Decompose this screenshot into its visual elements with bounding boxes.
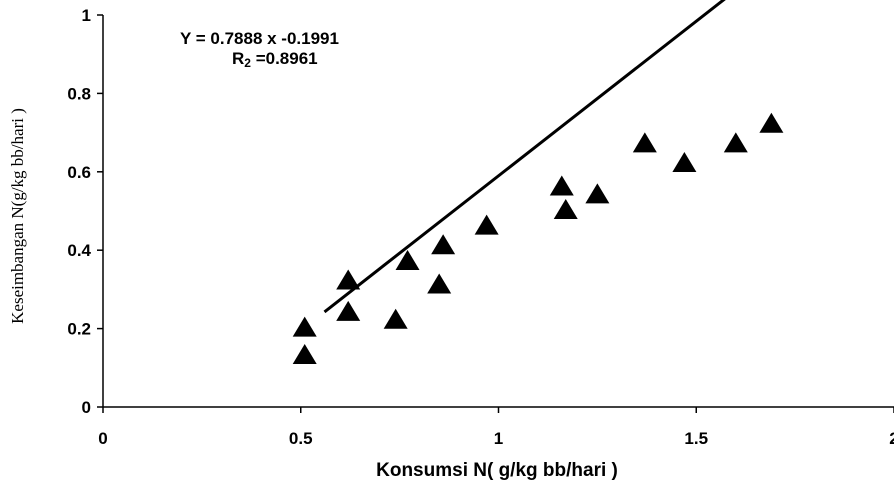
equation-annotation: Y = 0.7888 x -0.1991 bbox=[180, 29, 339, 48]
x-tick-label: 1.5 bbox=[684, 429, 708, 448]
x-tick-label: 1 bbox=[494, 429, 503, 448]
y-tick-label: 0.2 bbox=[67, 320, 91, 339]
data-point-triangle bbox=[672, 151, 697, 172]
y-tick-label: 1 bbox=[82, 6, 91, 25]
data-point-triangle bbox=[431, 234, 456, 255]
data-points bbox=[292, 112, 784, 365]
trendline-group bbox=[323, 0, 726, 314]
data-point-triangle bbox=[585, 183, 610, 204]
data-point-triangle bbox=[723, 132, 748, 153]
data-point-triangle bbox=[336, 269, 361, 290]
data-point-triangle bbox=[474, 214, 499, 235]
data-point-triangle bbox=[292, 344, 317, 365]
data-point-triangle bbox=[395, 249, 420, 270]
x-tick-label: 0 bbox=[98, 429, 107, 448]
r2-value: =0.8961 bbox=[251, 49, 318, 68]
r2-annotation: R2 =0.8961 bbox=[232, 49, 318, 70]
data-point-triangle bbox=[553, 199, 578, 219]
y-tick-label: 0 bbox=[82, 398, 91, 417]
data-point-triangle bbox=[383, 308, 408, 329]
y-axis-label: Keseimbangan N(g/kg bb/hari ) bbox=[8, 108, 27, 324]
axes bbox=[102, 15, 894, 408]
data-point-triangle bbox=[427, 273, 452, 294]
y-tick-label: 0.4 bbox=[67, 241, 91, 260]
data-point-triangle bbox=[292, 316, 317, 337]
ticks: 0 0.2 0.4 0.6 0.8 1 0 0.5 1 1.5 2 bbox=[67, 6, 894, 448]
data-point-triangle bbox=[632, 132, 657, 153]
data-point-triangle bbox=[759, 112, 784, 133]
data-point-triangle bbox=[336, 300, 361, 321]
data-point-triangle bbox=[549, 175, 574, 196]
r2-subscript: 2 bbox=[244, 56, 251, 70]
x-axis-label: Konsumsi N( g/kg bb/hari ) bbox=[376, 460, 618, 481]
trendline bbox=[323, 0, 726, 314]
r2-prefix: R bbox=[232, 49, 244, 68]
y-tick-label: 0.6 bbox=[67, 163, 91, 182]
x-tick-label: 2 bbox=[889, 429, 894, 448]
y-tick-label: 0.8 bbox=[67, 84, 91, 103]
x-tick-label: 0.5 bbox=[289, 429, 313, 448]
